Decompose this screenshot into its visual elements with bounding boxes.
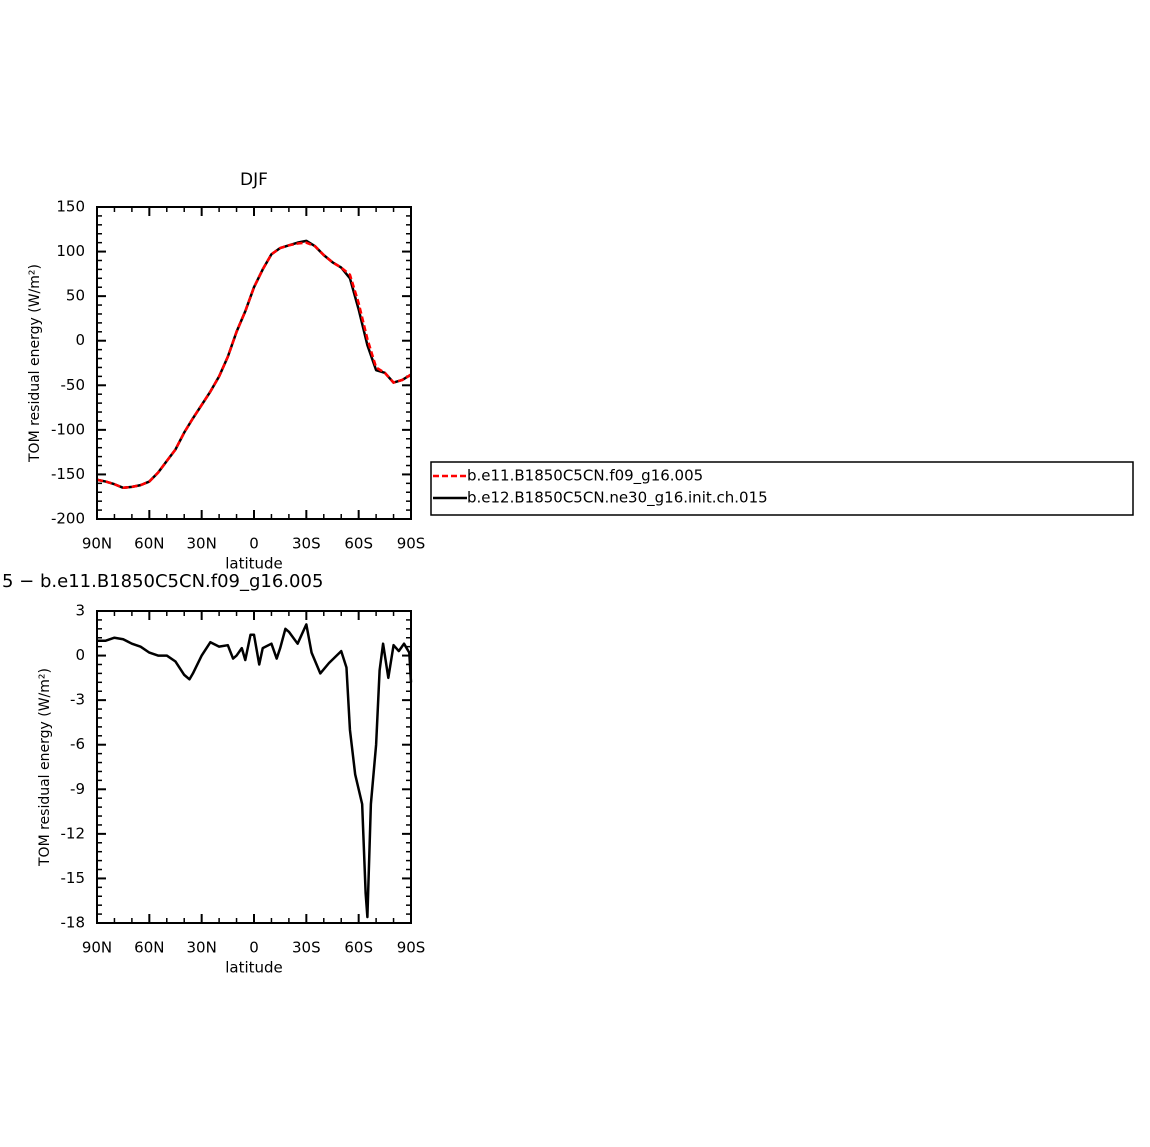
y-tick-label: -9 xyxy=(70,780,85,798)
plot-frame xyxy=(96,610,412,924)
y-tick-label: -100 xyxy=(51,420,85,438)
y-tick-label: -15 xyxy=(61,869,86,887)
y-tick-label: 0 xyxy=(75,331,85,349)
y-tick-label: 50 xyxy=(66,287,85,305)
y-tick-label: -3 xyxy=(70,691,85,709)
x-tick-label: 30N xyxy=(187,939,217,957)
y-tick-label: -18 xyxy=(61,914,86,932)
x-tick-label: 90N xyxy=(82,535,112,553)
x-tick-label: 60N xyxy=(134,535,164,553)
legend-box xyxy=(430,461,1134,516)
y-tick-label: -6 xyxy=(70,735,85,753)
x-tick-label: 90S xyxy=(397,535,426,553)
y-tick-label: -200 xyxy=(51,510,85,528)
x-tick-label: 60S xyxy=(344,535,373,553)
x-axis-label: latitude xyxy=(225,959,283,977)
y-tick-label: -12 xyxy=(61,824,86,842)
y-tick-label: 150 xyxy=(56,198,85,216)
plot-frame xyxy=(96,206,412,520)
x-axis-label: latitude xyxy=(225,555,283,573)
x-tick-label: 0 xyxy=(249,535,259,553)
y-tick-label: 100 xyxy=(56,242,85,260)
chart-title: 5 − b.e11.B1850C5CN.f09_g16.005 xyxy=(2,571,323,592)
data-line xyxy=(96,239,412,490)
y-tick-label: -50 xyxy=(61,376,86,394)
x-tick-label: 0 xyxy=(249,939,259,957)
y-axis-label: TOM residual energy (W/m²) xyxy=(27,264,43,463)
chart-title: DJF xyxy=(240,170,268,190)
x-tick-label: 90S xyxy=(397,939,426,957)
y-axis-label: TOM residual energy (W/m²) xyxy=(37,668,53,867)
y-tick-label: 3 xyxy=(75,602,85,620)
legend-label: b.e12.B1850C5CN.ne30_g16.init.ch.015 xyxy=(467,489,768,508)
x-tick-label: 60S xyxy=(344,939,373,957)
y-tick-label: -150 xyxy=(51,465,85,483)
legend-label: b.e11.B1850C5CN.f09_g16.005 xyxy=(467,467,703,486)
x-tick-label: 60N xyxy=(134,939,164,957)
data-line xyxy=(97,623,413,919)
x-tick-label: 30N xyxy=(187,535,217,553)
y-tick-label: 0 xyxy=(75,646,85,664)
x-tick-label: 30S xyxy=(292,939,321,957)
data-line xyxy=(96,241,412,490)
x-tick-label: 90N xyxy=(82,939,112,957)
x-tick-label: 30S xyxy=(292,535,321,553)
